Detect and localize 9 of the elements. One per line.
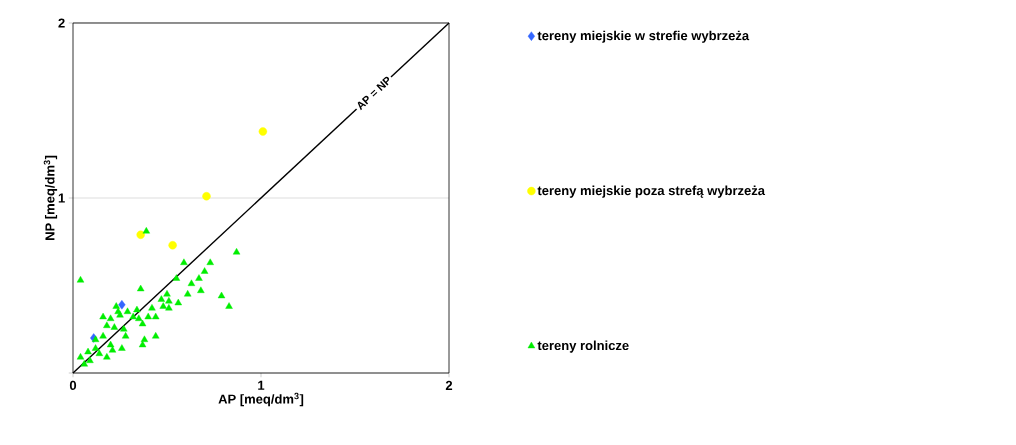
x-tick-label: 2 [445,380,453,390]
y-axis-title: NP [meq/dm$^{3}$] [43,155,58,240]
legend-label: tereny miejskie w strefie wybrzeża [537,30,750,43]
x-tick-label: 0 [69,380,77,390]
annotation: AP = NP [357,76,390,111]
legend-label: tereny miejskie poza strefą wybrzeża [537,185,766,198]
legend-label: tereny rolnicze [537,340,629,353]
x-axis-title: AP [meq/dm$^{3}$] [218,392,304,407]
x-tick-label: 1 [258,380,265,390]
